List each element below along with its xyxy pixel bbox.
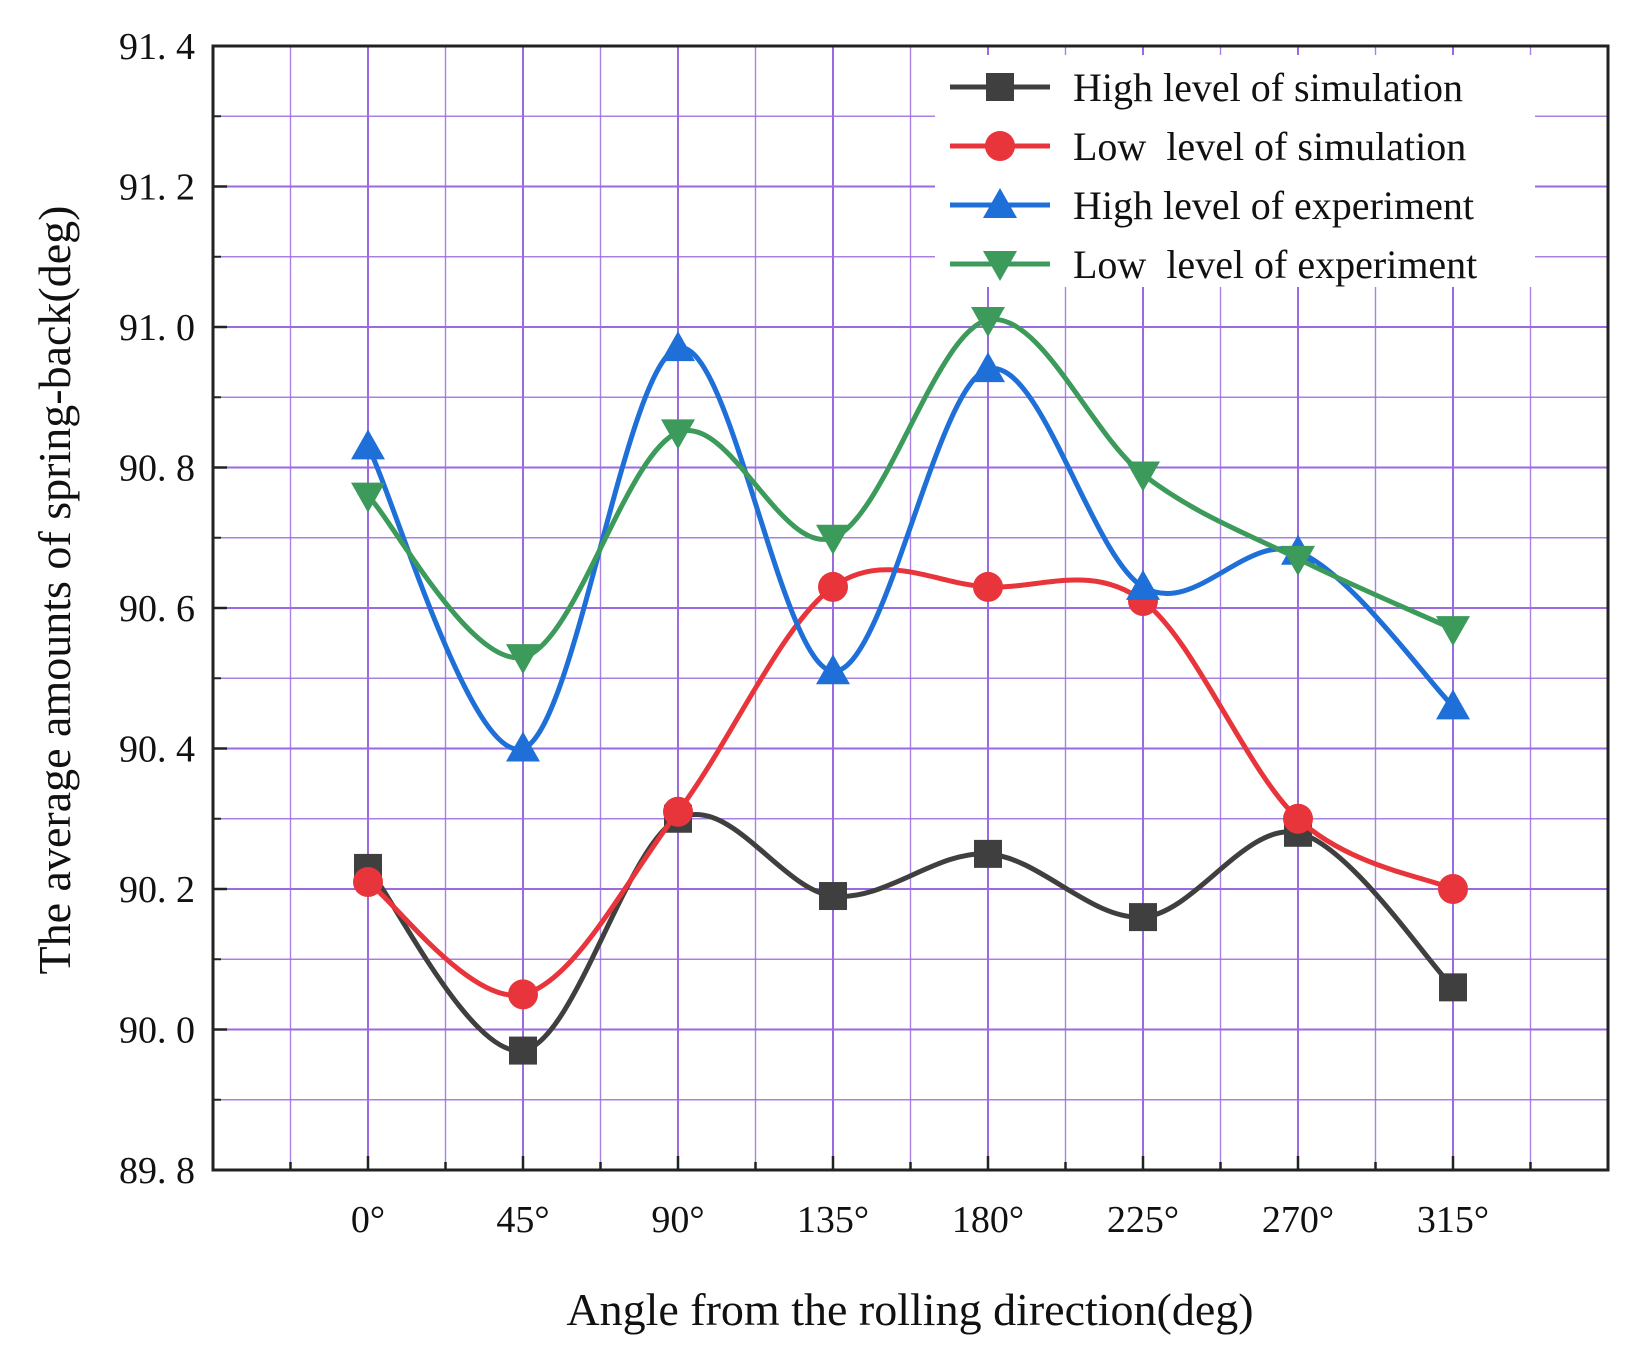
data-point (971, 306, 1005, 337)
legend-entry: High level of simulation (950, 65, 1463, 110)
data-point (816, 524, 850, 555)
legend-marker (983, 188, 1017, 218)
x-tick-label: 135° (797, 1199, 869, 1241)
x-tick-label: 180° (952, 1199, 1024, 1241)
legend-marker (986, 73, 1014, 101)
y-tick-label: 90. 4 (119, 729, 195, 771)
legend-entry: High level of experiment (950, 183, 1474, 228)
data-point (1438, 874, 1468, 904)
data-point (1126, 569, 1160, 600)
data-point (1436, 616, 1470, 647)
data-point (971, 352, 1005, 383)
legend-label: Low level of experiment (1073, 242, 1477, 287)
data-point (661, 419, 695, 450)
series-line (366, 317, 1455, 660)
legend-marker (985, 131, 1015, 161)
y-tick-label: 91. 4 (119, 26, 195, 68)
data-point (351, 429, 385, 460)
x-tick-label: 45° (496, 1199, 549, 1241)
data-point (351, 482, 385, 513)
x-axis-title: Angle from the rolling direction(deg) (566, 1284, 1253, 1335)
series-3 (351, 331, 1470, 762)
data-point (1129, 903, 1157, 932)
legend-label: Low level of simulation (1073, 124, 1466, 169)
data-point (974, 839, 1002, 868)
data-point (1281, 545, 1315, 576)
data-point (506, 644, 540, 675)
series-lines (351, 306, 1470, 1065)
data-point (1126, 461, 1160, 492)
x-tick-label: 315° (1417, 1199, 1489, 1241)
data-point (973, 571, 1003, 602)
y-tick-label: 91. 2 (119, 167, 195, 209)
series-4 (351, 306, 1470, 675)
data-point (506, 731, 540, 762)
y-tick-label: 90. 0 (119, 1010, 195, 1052)
legend-background (935, 55, 1535, 287)
data-point (1439, 973, 1467, 1002)
data-point (508, 979, 538, 1010)
data-point (663, 796, 693, 827)
x-tick-label: 270° (1262, 1199, 1334, 1241)
x-tick-label: 0° (351, 1199, 385, 1241)
y-tick-label: 89. 8 (119, 1150, 195, 1192)
y-tick-label: 91. 0 (119, 307, 195, 349)
series-line (365, 345, 1455, 752)
data-point (819, 882, 847, 911)
legend-entry: Low level of simulation (950, 124, 1466, 169)
data-point (509, 1036, 537, 1065)
x-tick-label: 225° (1107, 1199, 1179, 1241)
y-tick-label: 90. 8 (119, 448, 195, 490)
legend-entry: Low level of experiment (950, 242, 1477, 287)
axes: 89. 8 90. 0 90. 2 90. 4 90. 6 90. 8 91. 0 91. 2… (119, 26, 1610, 1241)
x-tick-label: 90° (651, 1199, 704, 1241)
y-axis-title: The average amounts of spring-back(deg) (29, 206, 80, 975)
data-point (816, 654, 850, 685)
data-point (353, 866, 383, 897)
data-point (818, 571, 848, 602)
legend-marker (983, 251, 1017, 281)
legend: High level of simulation Low level of sim… (935, 55, 1535, 287)
y-tick-label: 90. 2 (119, 869, 195, 911)
data-point (1283, 803, 1313, 834)
legend-label: High level of experiment (1073, 183, 1474, 228)
data-point (661, 331, 695, 362)
y-tick-label: 90. 6 (119, 588, 195, 630)
legend-label: High level of simulation (1073, 65, 1463, 110)
data-point (1436, 689, 1470, 720)
